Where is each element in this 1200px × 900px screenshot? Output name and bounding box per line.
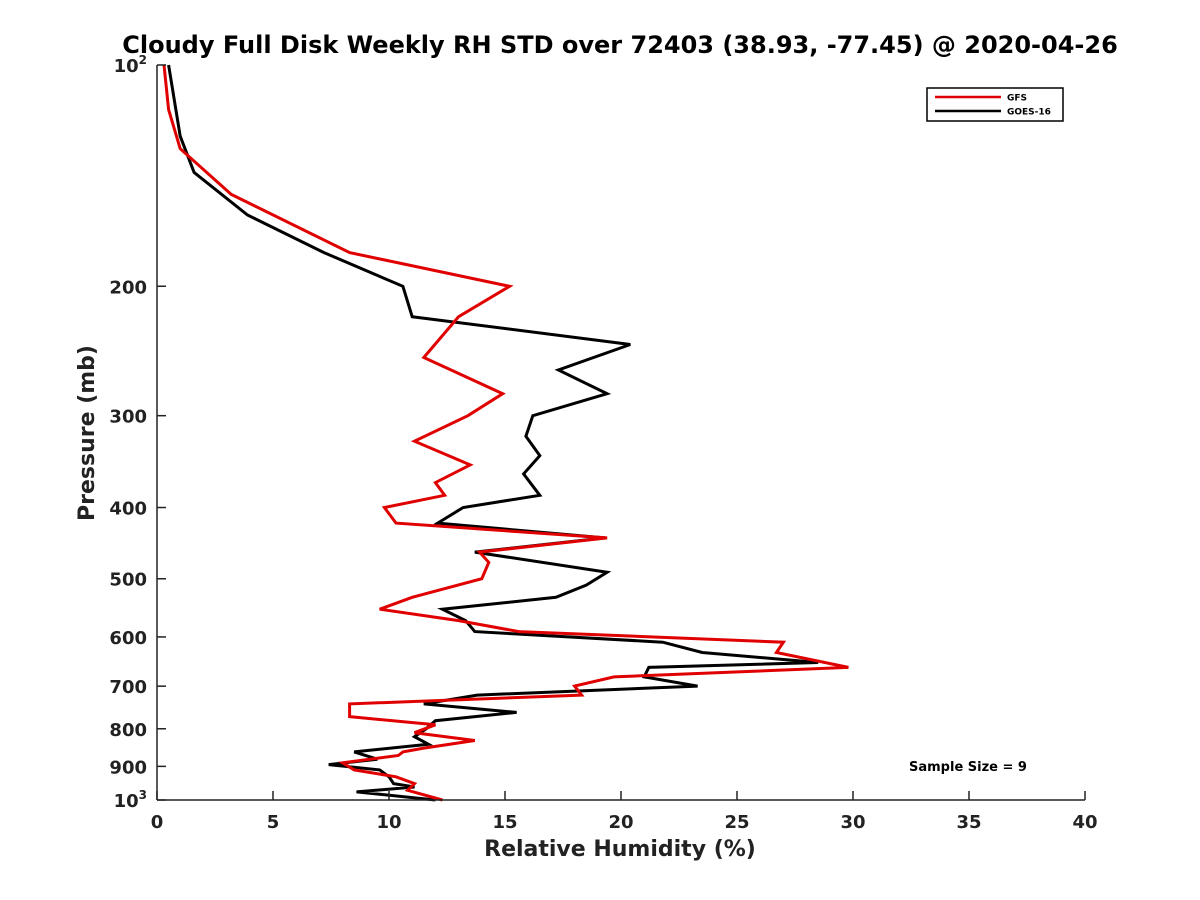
x-tick-label: 35 xyxy=(956,812,981,833)
y-tick-label: 900 xyxy=(109,757,147,778)
legend-entry-label: GOES-16 xyxy=(1007,108,1051,118)
legend-box xyxy=(926,87,1064,122)
x-tick-label: 30 xyxy=(840,812,865,833)
plot-area xyxy=(162,64,849,802)
chart-title: Cloudy Full Disk Weekly RH STD over 7240… xyxy=(122,31,1118,59)
x-tick-label: 10 xyxy=(376,812,401,833)
y-axis-ticks: 200 300 400 500 600 700 800 900 102 103 xyxy=(109,53,166,812)
y-tick-label: 300 xyxy=(109,407,147,428)
axes-frame xyxy=(156,65,1085,801)
y-tick-label-power: 102 xyxy=(114,53,147,77)
legend-entry-label: GFS xyxy=(1007,94,1027,104)
y-tick-label: 500 xyxy=(109,570,147,591)
x-axis-label: Relative Humidity (%) xyxy=(484,837,756,862)
sample-size-annotation: Sample Size = 9 xyxy=(909,760,1027,775)
series-line-goes-16 xyxy=(167,64,819,802)
y-tick-label-power: 103 xyxy=(114,788,147,812)
x-tick-label: 40 xyxy=(1072,812,1097,833)
y-tick-label: 400 xyxy=(109,499,147,520)
x-tick-label: 15 xyxy=(492,812,517,833)
x-tick-label: 20 xyxy=(608,812,633,833)
series-line-gfs xyxy=(162,64,849,802)
y-axis-label: Pressure (mb) xyxy=(75,345,100,521)
y-tick-label: 600 xyxy=(109,628,147,649)
y-tick-label: 700 xyxy=(109,677,147,698)
x-tick-label: 25 xyxy=(724,812,749,833)
y-tick-label: 800 xyxy=(109,720,147,741)
legend: GFS GOES-16 xyxy=(926,87,1064,122)
y-tick-label: 200 xyxy=(109,277,147,298)
x-axis-ticks: 0 5 10 15 20 25 30 35 40 xyxy=(151,791,1098,833)
x-tick-label: 0 xyxy=(151,812,164,833)
x-tick-label: 5 xyxy=(267,812,280,833)
